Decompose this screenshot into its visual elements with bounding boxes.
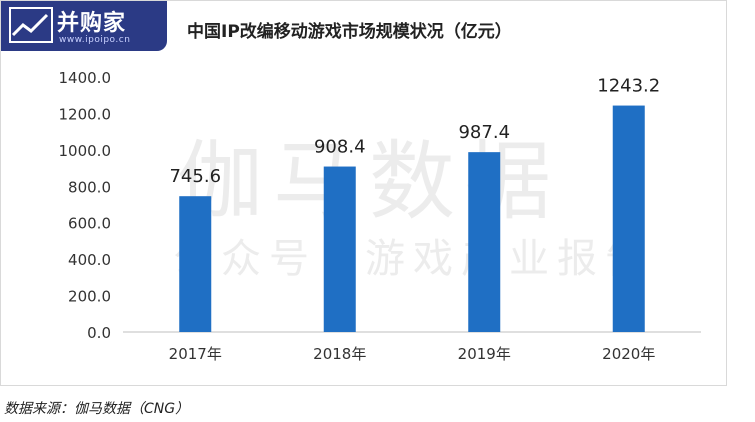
y-tick-label: 600.0	[68, 215, 111, 233]
bar-2018年	[323, 166, 356, 332]
logo-badge: 并购家 www.ipoipo.cn	[1, 1, 167, 51]
data-label: 987.4	[458, 122, 510, 143]
chart-title: 中国IP改编移动游戏市场规模状况（亿元）	[187, 22, 512, 42]
data-label: 908.4	[314, 137, 366, 158]
bar-2020年	[612, 105, 645, 332]
logo-name: 并购家	[57, 11, 127, 36]
data-label: 1243.2	[597, 76, 660, 97]
chart-frame: 并购家 www.ipoipo.cn 中国IP改编移动游戏市场规模状况（亿元） 伽…	[0, 0, 727, 386]
x-tick-label: 2018年	[313, 345, 366, 363]
bar-chart: 0.0 200.0 400.0 600.0 800.0 1000.0 1200.0 1400.…	[59, 69, 701, 363]
y-tick-label: 0.0	[87, 324, 111, 342]
y-tick-label: 1400.0	[59, 69, 112, 87]
watermark-account: 公众号：游戏产业报告	[173, 236, 653, 282]
logo-url: www.ipoipo.cn	[59, 35, 131, 45]
data-source-note: 数据来源：伽马数据（CNG）	[4, 401, 190, 417]
x-tick-label: 2019年	[458, 345, 511, 363]
x-tick-label: 2017年	[169, 345, 222, 363]
y-tick-label: 1000.0	[59, 142, 112, 160]
y-tick-label: 1200.0	[59, 105, 112, 123]
y-tick-label: 400.0	[68, 251, 111, 269]
bar-2017年	[179, 196, 212, 332]
bar-2019年	[468, 152, 501, 332]
x-tick-label: 2020年	[602, 345, 655, 363]
y-tick-label: 200.0	[68, 288, 111, 306]
data-label: 745.6	[169, 166, 221, 187]
y-tick-label: 800.0	[68, 178, 111, 196]
chart-logo-icon	[9, 7, 53, 43]
